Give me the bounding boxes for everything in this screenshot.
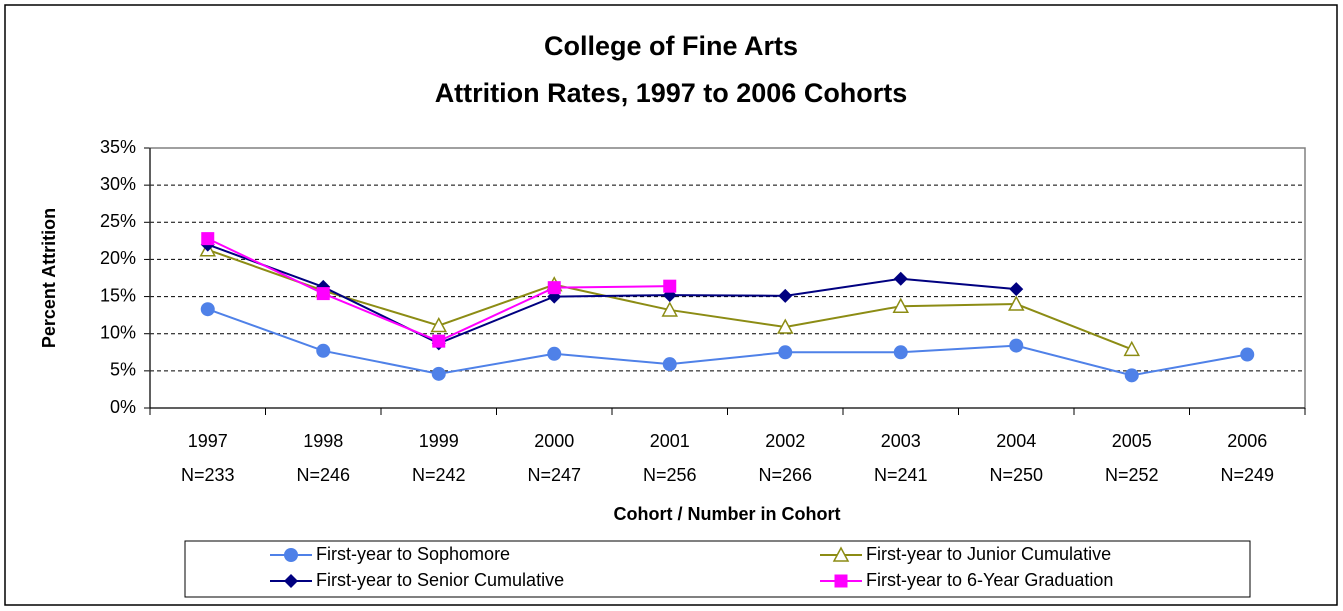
y-tick-label: 5% — [110, 360, 136, 380]
x-tick-label: N=256 — [643, 465, 697, 485]
x-tick-label: N=247 — [527, 465, 581, 485]
y-tick-label: 15% — [100, 285, 136, 305]
legend-label: First-year to Sophomore — [316, 544, 510, 564]
x-tick-label: 1998 — [303, 431, 343, 451]
y-tick-label: 35% — [100, 137, 136, 157]
x-tick-label: 2004 — [996, 431, 1036, 451]
data-point — [661, 301, 679, 317]
x-tick-label: N=250 — [989, 465, 1043, 485]
y-axis-label: Percent Attrition — [39, 208, 59, 348]
x-tick-label: 2003 — [881, 431, 921, 451]
legend-box — [184, 540, 1251, 598]
legend-marker — [832, 546, 850, 562]
legend-marker — [834, 574, 848, 588]
data-point — [662, 357, 677, 372]
data-point — [1123, 340, 1141, 357]
data-point — [316, 343, 331, 358]
chart-title: College of Fine Arts — [544, 31, 798, 61]
series-line — [207, 308, 1248, 377]
x-tick-label: N=242 — [412, 465, 466, 485]
data-point — [778, 288, 793, 303]
x-tick-label: 1999 — [419, 431, 459, 451]
x-axis-label: Cohort / Number in Cohort — [614, 504, 841, 524]
series-line — [207, 243, 1017, 345]
data-point — [1009, 338, 1024, 353]
data-point — [893, 271, 908, 286]
data-point — [1124, 368, 1139, 383]
x-tick-label: 2002 — [765, 431, 805, 451]
data-point — [547, 346, 562, 361]
x-tick-label: N=241 — [874, 465, 928, 485]
data-point — [892, 297, 910, 313]
legend-label: First-year to Senior Cumulative — [316, 570, 564, 590]
data-point — [778, 345, 793, 360]
data-point — [431, 366, 446, 381]
data-point — [663, 279, 677, 293]
legend-label: First-year to Junior Cumulative — [866, 544, 1111, 564]
data-point — [201, 232, 215, 246]
x-tick-label: N=249 — [1220, 465, 1274, 485]
data-point — [776, 318, 794, 334]
data-point — [547, 281, 561, 295]
chart-title: Attrition Rates, 1997 to 2006 Cohorts — [435, 78, 908, 108]
x-tick-label: 2000 — [534, 431, 574, 451]
data-point — [432, 334, 446, 348]
data-point — [200, 302, 215, 317]
data-point — [1009, 282, 1024, 297]
data-point — [430, 316, 448, 333]
data-point — [1240, 347, 1255, 362]
x-tick-label: N=233 — [181, 465, 235, 485]
x-tick-label: 2005 — [1112, 431, 1152, 451]
x-tick-label: N=246 — [296, 465, 350, 485]
x-tick-label: N=266 — [758, 465, 812, 485]
legend-marker — [284, 548, 298, 562]
data-point — [893, 345, 908, 360]
y-tick-label: 30% — [100, 174, 136, 194]
data-point — [316, 287, 330, 301]
legend-marker — [284, 574, 298, 588]
y-tick-label: 0% — [110, 397, 136, 417]
x-tick-label: 1997 — [188, 431, 228, 451]
x-tick-label: N=252 — [1105, 465, 1159, 485]
y-tick-label: 25% — [100, 211, 136, 231]
legend-label: First-year to 6-Year Graduation — [866, 570, 1113, 590]
x-tick-label: 2006 — [1227, 431, 1267, 451]
y-tick-label: 20% — [100, 248, 136, 268]
x-tick-label: 2001 — [650, 431, 690, 451]
data-point — [1007, 295, 1025, 311]
y-tick-label: 10% — [100, 322, 136, 342]
